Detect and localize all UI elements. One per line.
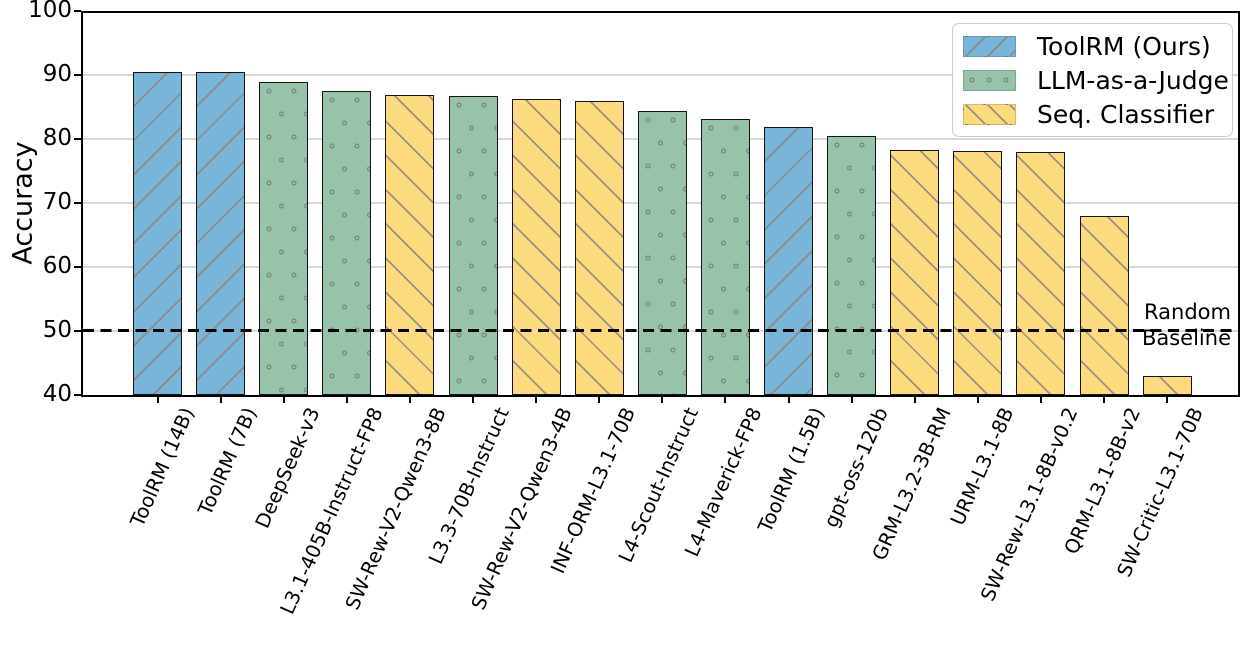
bar-l4-scout-instruct <box>637 110 687 395</box>
xtick-mark-deepseek-v3 <box>282 397 285 403</box>
xtick-mark-toolrm-14b <box>156 397 159 403</box>
xtick-mark-sw-rew-v2-qwen3-8b <box>408 397 411 403</box>
ytick-mark-40 <box>74 394 81 396</box>
bar-l3-1-405b-instruct-fp8 <box>322 91 372 395</box>
legend-item-toolrm: ToolRM (Ours) <box>963 32 1222 61</box>
legend: ToolRM (Ours) LLM-as-a-Judge Seq. Classifi… <box>952 23 1233 137</box>
legend-item-judge: LLM-as-a-Judge <box>963 66 1229 95</box>
xtick-mark-urm-l3-1-8b <box>976 397 979 403</box>
ytick-label-90: 90 <box>42 60 72 87</box>
bar-l3-3-70b-instruct <box>448 96 498 395</box>
xtick-mark-sw-rew-v2-qwen3-4b <box>535 397 538 403</box>
xtick-label-gpt-oss-120b: gpt-oss-120b <box>819 404 893 531</box>
ytick-mark-60 <box>74 266 81 268</box>
xtick-label-toolrm-14b: ToolRM (14B) <box>125 404 199 531</box>
bar-l4-maverick-fp8 <box>700 119 750 395</box>
bar-sw-rew-v2-qwen3-8b <box>385 94 435 395</box>
ytick-label-100: 100 <box>28 0 72 23</box>
bar-grm-l3-2-3b-rm <box>890 149 940 395</box>
ytick-label-60: 60 <box>42 252 72 279</box>
ytick-label-80: 80 <box>42 124 72 151</box>
xtick-mark-inf-orm-l3-1-70b <box>598 397 601 403</box>
bar-toolrm-7b <box>196 72 246 395</box>
xtick-mark-l4-maverick-fp8 <box>724 397 727 403</box>
bar-toolrm-14b <box>133 72 182 395</box>
xtick-mark-toolrm-7b <box>219 397 222 403</box>
ytick-label-40: 40 <box>42 380 72 407</box>
xtick-mark-grm-l3-2-3b-rm <box>913 397 916 403</box>
random-baseline-label-line2: Baseline <box>1141 326 1231 350</box>
xtick-mark-toolrm-1-5b <box>787 397 790 403</box>
ytick-mark-50 <box>74 330 81 332</box>
ytick-mark-70 <box>74 202 81 204</box>
xtick-label-deepseek-v3: DeepSeek-v3 <box>251 404 325 532</box>
xtick-label-toolrm-7b: ToolRM (7B) <box>193 404 262 519</box>
gridline-y-90 <box>83 74 1238 76</box>
bar-inf-orm-l3-1-70b <box>574 100 624 395</box>
legend-label-judge: LLM-as-a-Judge <box>1037 65 1229 95</box>
random-baseline-label-line1: Random <box>1144 300 1231 324</box>
random-baseline-label: Random Baseline <box>1142 299 1231 351</box>
bar-qrm-l3-1-8b-v2 <box>1079 216 1129 395</box>
legend-swatch-judge <box>963 69 1016 91</box>
bar-urm-l3-1-8b <box>953 151 1003 395</box>
bar-sw-critic-l3-1-70b <box>1142 375 1192 395</box>
bar-gpt-oss-120b <box>827 135 877 395</box>
xtick-mark-l4-scout-instruct <box>661 397 664 403</box>
ytick-mark-100 <box>74 10 81 12</box>
legend-label-seq: Seq. Classifier <box>1037 99 1215 129</box>
legend-item-seq: Seq. Classifier <box>963 100 1222 129</box>
ytick-label-70: 70 <box>42 188 72 215</box>
xtick-mark-sw-critic-l3-1-70b <box>1166 397 1169 403</box>
bar-sw-rew-v2-qwen3-4b <box>511 98 561 395</box>
legend-label-toolrm: ToolRM (Ours) <box>1037 31 1211 61</box>
xtick-mark-sw-rew-l3-1-8b-v0-2 <box>1039 397 1042 403</box>
legend-swatch-toolrm <box>963 35 1016 57</box>
xtick-mark-qrm-l3-1-8b-v2 <box>1103 397 1105 403</box>
y-axis-title: Accuracy <box>7 141 39 265</box>
bar-toolrm-1-5b <box>764 126 813 395</box>
ytick-mark-80 <box>74 138 81 140</box>
bar-deepseek-v3 <box>259 82 309 395</box>
ytick-mark-90 <box>74 74 81 76</box>
random-baseline-line <box>83 328 1238 332</box>
xtick-mark-gpt-oss-120b <box>850 397 853 403</box>
ytick-label-50: 50 <box>42 316 72 343</box>
xtick-label-urm-l3-1-8b: URM-L3.1-8B <box>946 404 1019 529</box>
xtick-label-toolrm-1-5b: ToolRM (1.5B) <box>753 404 830 536</box>
xtick-mark-l3-1-405b-instruct-fp8 <box>345 397 348 403</box>
xtick-mark-l3-3-70b-instruct <box>472 397 474 403</box>
bar-sw-rew-l3-1-8b-v0-2 <box>1016 152 1066 395</box>
legend-swatch-seq <box>963 103 1016 125</box>
